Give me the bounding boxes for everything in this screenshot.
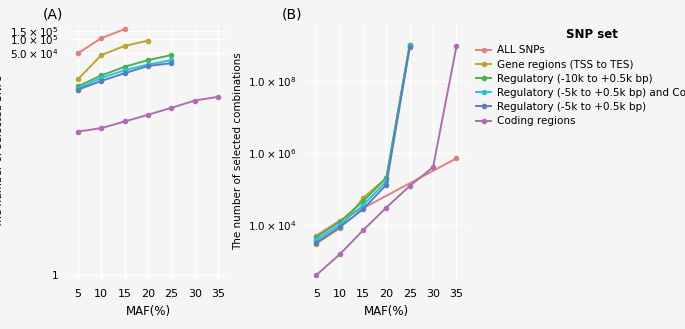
Legend: ALL SNPs, Gene regions (TSS to TES), Regulatory (-10k to +0.5k bp), Regulatory (: ALL SNPs, Gene regions (TSS to TES), Reg… (476, 28, 685, 126)
X-axis label: MAF(%): MAF(%) (125, 305, 171, 318)
Text: (B): (B) (282, 8, 302, 22)
Y-axis label: The number of selected SNPs: The number of selected SNPs (0, 75, 5, 228)
X-axis label: MAF(%): MAF(%) (364, 305, 409, 318)
Y-axis label: The number of selected combinations: The number of selected combinations (233, 52, 243, 250)
Text: (A): (A) (43, 8, 64, 22)
